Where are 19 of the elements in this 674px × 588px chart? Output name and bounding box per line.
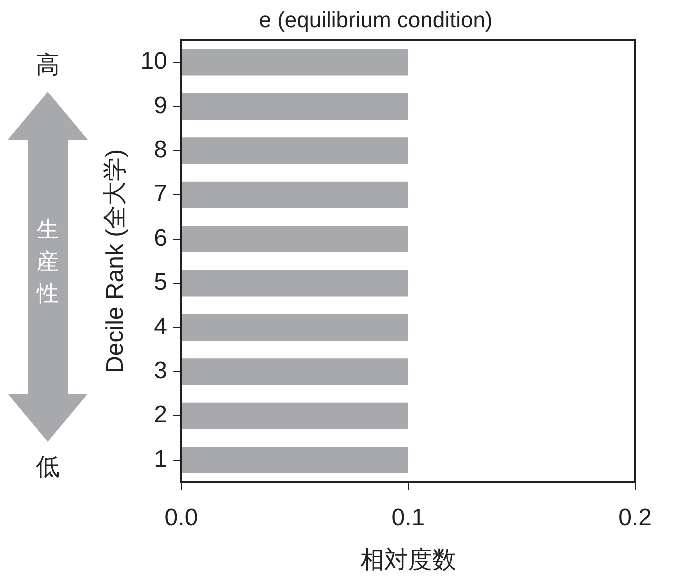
text: 生産性 bbox=[36, 216, 60, 308]
y-tick-label: 8 bbox=[154, 136, 168, 164]
y-tick-label: 10 bbox=[140, 48, 168, 76]
y-tick-label: 2 bbox=[154, 402, 168, 429]
y-tick-label: 3 bbox=[154, 358, 168, 385]
y-tick-label: 7 bbox=[154, 180, 168, 208]
x-axis-title: 相対度数 bbox=[360, 547, 456, 574]
x-tick-label: 0.2 bbox=[618, 504, 652, 532]
x-tick-label: 0.1 bbox=[392, 504, 426, 532]
y-tick-label: 9 bbox=[154, 92, 168, 120]
text: 高 bbox=[35, 52, 61, 80]
text: 低 bbox=[35, 454, 61, 482]
y-axis-title: Decile Rank (全大学) bbox=[102, 149, 130, 374]
y-tick-label: 5 bbox=[154, 269, 168, 296]
chart-title: e (equilibrium condition) bbox=[259, 7, 493, 32]
y-tick-label: 6 bbox=[154, 224, 168, 252]
y-tick-label: 1 bbox=[154, 446, 168, 473]
x-tick-label: 0.0 bbox=[164, 504, 198, 532]
y-tick-label: 4 bbox=[154, 313, 168, 340]
